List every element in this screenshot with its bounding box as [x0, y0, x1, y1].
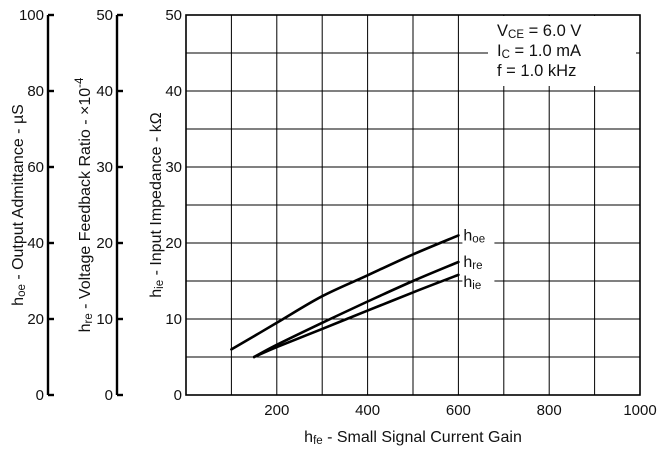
x-tick-label: 400	[355, 402, 380, 419]
curve-label-background	[462, 226, 495, 245]
x-tick-label: 200	[264, 402, 289, 419]
y-tick-label-hie: 50	[165, 7, 182, 24]
y-tick-label-hoe: 0	[36, 387, 44, 404]
y-axis-label-hre: hre - Voltage Feedback Ratio - ×10-4	[74, 77, 95, 332]
condition-line: VCE = 6.0 V	[497, 22, 581, 41]
curve-label-background	[462, 253, 495, 271]
curve-hoe	[230, 234, 460, 351]
axes	[46, 13, 123, 397]
condition-line: IC = 1.0 mA	[497, 42, 581, 61]
y-tick-label-hre: 50	[96, 7, 113, 24]
curve-label-hie: hie	[463, 274, 481, 292]
y-tick-label-hre: 40	[96, 83, 113, 100]
plot-frame	[185, 14, 641, 396]
y-tick-label-hie: 20	[165, 235, 182, 252]
y-tick-label-hie: 10	[165, 311, 182, 328]
y-tick-label-hie: 0	[174, 387, 182, 404]
y-tick-label-hoe: 80	[27, 83, 44, 100]
x-axis-label: hfe - Small Signal Current Gain	[304, 429, 522, 447]
curve-hie	[252, 273, 460, 359]
x-tick-label: 800	[537, 402, 562, 419]
y-tick-label-hoe: 60	[27, 159, 44, 176]
series-curves: hoe hre hie	[230, 226, 495, 359]
conditions-box-background	[488, 16, 636, 86]
curve-hre	[252, 260, 460, 359]
y-axis-label-hoe: hoe - Output Admittance - µS	[10, 104, 28, 306]
x-tick-label: 600	[446, 402, 471, 419]
y-tick-label-hre: 30	[96, 159, 113, 176]
curve-label-hoe: hoe	[463, 227, 485, 245]
y-axis-label-hie: hie - Input Impedance - kΩ	[148, 112, 166, 297]
curve-label-background	[462, 272, 495, 291]
grid	[186, 15, 640, 395]
y-tick-label-hre: 0	[105, 387, 113, 404]
y-tick-label-hre: 20	[96, 235, 113, 252]
condition-line: f = 1.0 kHz	[497, 62, 576, 80]
y-tick-label-hoe: 20	[27, 311, 44, 328]
test-conditions-box: VCE = 6.0 VIC = 1.0 mAf = 1.0 kHz	[488, 16, 636, 86]
y-tick-label-hoe: 40	[27, 235, 44, 252]
y-tick-label-hie: 40	[165, 83, 182, 100]
y-tick-label-hie: 30	[165, 159, 182, 176]
curve-label-hre: hre	[463, 254, 482, 272]
y-tick-label-hre: 10	[96, 311, 113, 328]
x-tick-label: 1000	[623, 402, 656, 419]
y-tick-label-hoe: 100	[19, 7, 44, 24]
